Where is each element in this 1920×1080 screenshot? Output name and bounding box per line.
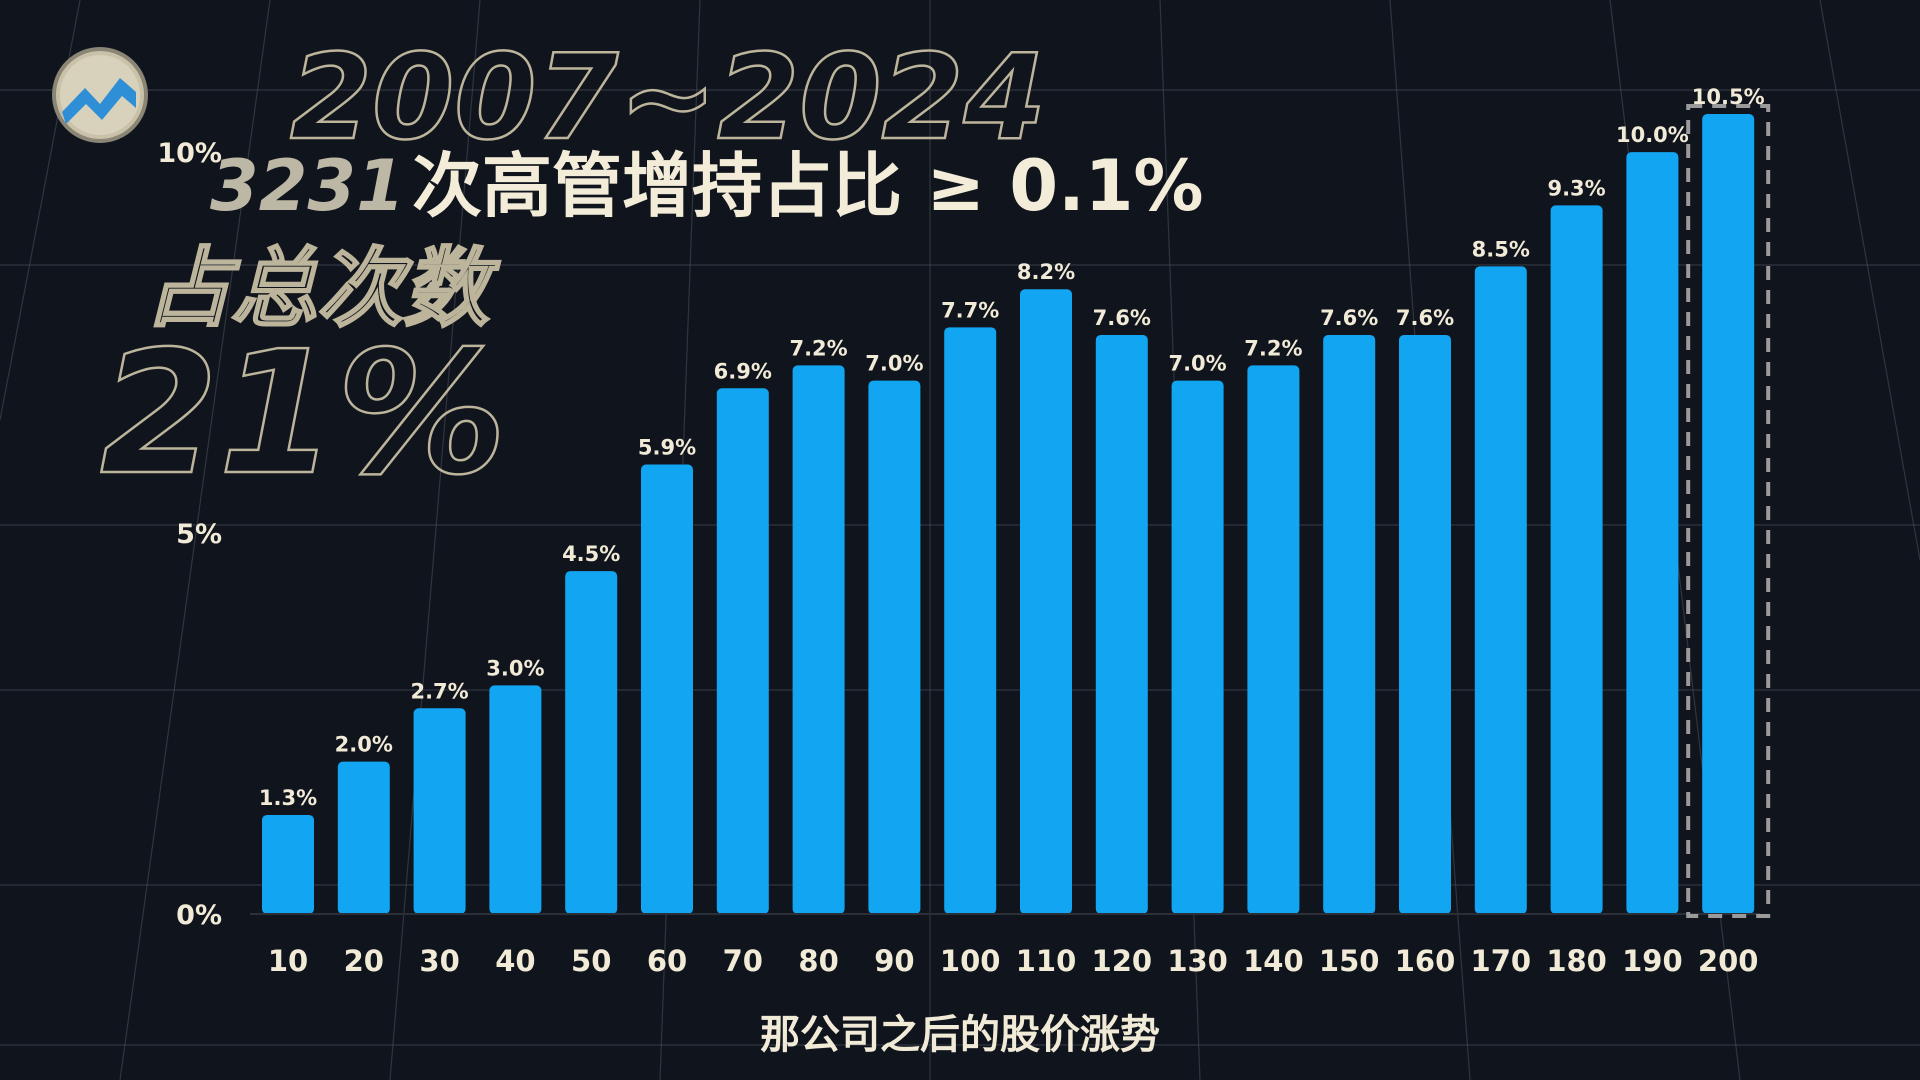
x-tick-label: 50 (571, 944, 611, 978)
bar-value-label: 3.0% (486, 656, 544, 680)
bar (641, 464, 693, 914)
x-tick-label: 70 (723, 944, 763, 978)
bar (262, 814, 314, 914)
bar (716, 388, 769, 914)
bar (1474, 266, 1527, 914)
bar (1323, 334, 1376, 914)
bar-value-label: 9.3% (1547, 176, 1605, 200)
x-tick-label: 190 (1622, 944, 1683, 978)
bar-value-label: 5.9% (638, 435, 696, 459)
x-tick-label: 20 (344, 944, 384, 978)
x-tick-label: 30 (419, 944, 459, 978)
x-tick-label: 110 (1016, 944, 1077, 978)
bar (1020, 289, 1072, 914)
bar (1399, 334, 1451, 914)
x-tick-label: 180 (1546, 944, 1607, 978)
bar-value-label: 8.5% (1472, 237, 1530, 261)
period-text: 2007~2024 (290, 28, 1046, 166)
x-tick-label: 10 (268, 944, 308, 978)
stock-zigzag-icon (62, 78, 136, 124)
x-tick-label: 130 (1167, 944, 1228, 978)
x-tick-label: 60 (647, 944, 687, 978)
x-tick-label: 80 (798, 944, 838, 978)
x-tick-label: 120 (1092, 944, 1153, 978)
x-tick-label: 40 (495, 944, 535, 978)
bar-value-label: 2.0% (335, 733, 393, 757)
bar-value-label: 4.5% (562, 542, 620, 566)
bar (792, 365, 845, 914)
bar (1626, 152, 1679, 915)
bar (1095, 334, 1148, 914)
x-axis-title: 那公司之后的股价涨势 (760, 1012, 1160, 1058)
bar (413, 708, 466, 914)
bar (565, 571, 618, 914)
bar (489, 685, 542, 914)
x-tick-label: 150 (1319, 944, 1380, 978)
x-tick-label: 170 (1471, 944, 1532, 978)
bar (1171, 380, 1224, 915)
bar-value-label: 7.6% (1320, 306, 1378, 330)
bar-value-label: 10.0% (1616, 123, 1689, 147)
bar-value-label: 7.6% (1093, 306, 1151, 330)
bar (868, 380, 921, 915)
bar (1702, 114, 1755, 914)
bar-value-label: 6.9% (714, 359, 772, 383)
bar-value-label: 1.3% (259, 786, 317, 810)
highlight-box (1686, 104, 1771, 918)
y-axis: 0% 5% 10% (157, 138, 222, 931)
x-tick-label: 90 (874, 944, 914, 978)
headline-count: 3231 (210, 145, 405, 227)
bar (337, 761, 390, 914)
data-labels: 1.3% 2.0% 2.7% 3.0% 4.5% 5.9% 6.9% 7.2% 7.0% 7.7%… (259, 85, 1765, 810)
x-tick-label: 140 (1243, 944, 1304, 978)
bar-series (262, 114, 1755, 915)
logo (52, 47, 148, 143)
bar-value-label: 7.6% (1396, 306, 1454, 330)
bar (1247, 365, 1300, 914)
x-tick-label: 160 (1395, 944, 1456, 978)
x-tick-label: 200 (1698, 944, 1759, 978)
bar-value-label: 10.5% (1692, 85, 1765, 109)
bar (944, 327, 997, 914)
headline-title: 次高管增持占比 ≥ 0.1% (412, 145, 1204, 227)
share-label: 占总次数 (145, 239, 501, 339)
bar-value-label: 7.0% (1168, 352, 1226, 376)
y-tick-label: 10% (157, 138, 222, 169)
bar-value-label: 7.2% (1244, 336, 1302, 360)
bar-value-label: 8.2% (1017, 260, 1075, 284)
x-axis: 10 20 30 40 50 60 70 80 90 100 110 120 130 140 150 160 1… (268, 944, 1759, 978)
bar-value-label: 7.7% (941, 298, 999, 322)
share-value: 21% (100, 315, 507, 513)
x-tick-label: 100 (940, 944, 1001, 978)
bar-value-label: 2.7% (410, 679, 468, 703)
bar-value-label: 7.2% (789, 336, 847, 360)
bar (1550, 205, 1603, 914)
bar-value-label: 7.0% (865, 352, 923, 376)
y-tick-label: 0% (176, 900, 222, 931)
y-tick-label: 5% (176, 519, 222, 550)
